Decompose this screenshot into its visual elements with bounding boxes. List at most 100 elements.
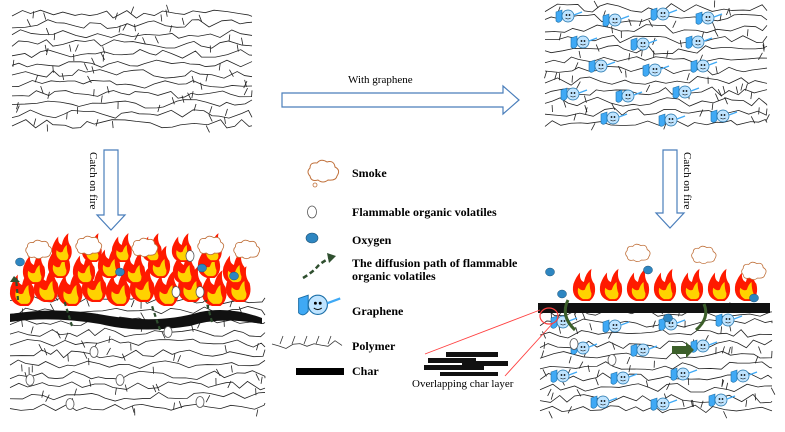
flame bbox=[201, 270, 227, 306]
polymer-branch bbox=[554, 72, 558, 80]
polymer-branch bbox=[762, 44, 765, 52]
graphene-eye bbox=[580, 346, 583, 348]
polymer-chain bbox=[539, 350, 773, 360]
graphene-eye bbox=[743, 374, 746, 376]
graphene-eye bbox=[565, 14, 568, 16]
diffusion-head bbox=[10, 276, 20, 282]
graphene-eye bbox=[663, 402, 666, 404]
graphene-tail bbox=[748, 371, 758, 376]
graphene-eye bbox=[708, 16, 711, 18]
graphene-face bbox=[736, 369, 750, 383]
graphene-shield bbox=[602, 319, 610, 333]
graphene-tail bbox=[620, 321, 630, 326]
polymer-branch bbox=[584, 95, 587, 103]
polymer-branch bbox=[160, 14, 163, 22]
graphene-mouth bbox=[700, 347, 706, 350]
polymer-branch bbox=[700, 400, 704, 408]
graphene-mouth bbox=[660, 15, 666, 18]
polymer-branch bbox=[590, 123, 596, 131]
polymer-chain bbox=[11, 49, 253, 59]
graphene-face bbox=[716, 109, 730, 123]
polymer-branch bbox=[723, 411, 728, 419]
polymer-branch bbox=[45, 394, 50, 402]
graphene-sheet bbox=[602, 13, 630, 27]
smoke-puff bbox=[233, 239, 261, 260]
graphene-sheet bbox=[650, 397, 678, 411]
right-catch-fire-label: Catch on fire bbox=[681, 152, 693, 210]
graphene-tail bbox=[628, 373, 638, 378]
polymer-branch bbox=[711, 103, 714, 111]
graphene-eye bbox=[628, 94, 631, 96]
polymer-chain bbox=[9, 370, 266, 380]
graphene-tail bbox=[668, 9, 678, 14]
graphene-shield bbox=[630, 343, 638, 357]
graphene-eye bbox=[698, 40, 701, 42]
flame-inner bbox=[631, 282, 646, 300]
graphene-mouth bbox=[620, 379, 626, 382]
graphene-eye bbox=[685, 90, 688, 92]
polymer-chain bbox=[11, 119, 253, 129]
flame-inner bbox=[39, 281, 55, 300]
legend-volatile-icon bbox=[307, 205, 317, 219]
graphene-face bbox=[616, 371, 630, 385]
flame-inner bbox=[577, 282, 592, 300]
polymer-branch bbox=[16, 102, 19, 110]
graphene-shield bbox=[658, 113, 666, 127]
polymer-branch bbox=[714, 29, 719, 37]
graphene-mouth bbox=[600, 403, 606, 406]
polymer-branch bbox=[728, 346, 731, 355]
graphene-face bbox=[636, 343, 650, 357]
graphene-shield bbox=[642, 63, 650, 77]
polymer-chain bbox=[544, 117, 768, 127]
polymer-chain bbox=[9, 391, 266, 402]
polymer-branch bbox=[100, 95, 103, 103]
polymer-chain bbox=[9, 316, 266, 327]
diffusion-path bbox=[150, 305, 162, 331]
graphene-sheet bbox=[602, 319, 630, 333]
polymer-branch bbox=[47, 91, 50, 99]
smoke-puff bbox=[625, 243, 651, 262]
polymer-branch bbox=[544, 71, 547, 79]
graphene-face bbox=[676, 367, 690, 381]
volatile bbox=[163, 326, 173, 338]
polymer-branch bbox=[230, 365, 233, 373]
polymer-chain bbox=[11, 9, 253, 19]
graphene-face bbox=[594, 59, 608, 73]
graphene-shield bbox=[600, 111, 608, 125]
graphene-tail bbox=[690, 87, 700, 92]
polymer-chain bbox=[539, 361, 773, 371]
flame bbox=[599, 268, 623, 301]
polymer-branch bbox=[611, 342, 616, 350]
polymer-branch bbox=[715, 93, 719, 101]
overlapping-char-stack bbox=[424, 352, 508, 376]
graphene-sheet bbox=[710, 109, 738, 123]
polymer-branch bbox=[745, 399, 748, 407]
graphene-face bbox=[648, 63, 662, 77]
oxygen bbox=[115, 267, 125, 277]
polymer-branch bbox=[81, 340, 86, 348]
polymer-branch bbox=[106, 347, 111, 356]
polymer-branch bbox=[229, 299, 233, 308]
polymer-branch bbox=[589, 323, 593, 331]
graphene-shield bbox=[602, 13, 610, 27]
graphene-sheet bbox=[690, 339, 718, 353]
polymer-branch bbox=[93, 89, 95, 97]
graphene-eye bbox=[668, 322, 671, 324]
graphene-tail bbox=[568, 371, 578, 376]
polymer-branch bbox=[131, 405, 135, 413]
graphene-eye bbox=[725, 318, 728, 320]
graphene-mouth bbox=[640, 351, 646, 354]
volatile bbox=[569, 338, 579, 350]
graphene-face bbox=[566, 87, 580, 101]
smoke-cloud bbox=[233, 239, 261, 260]
polymer-branch bbox=[576, 81, 581, 89]
polymer-branch bbox=[169, 25, 173, 33]
graphene-tail bbox=[708, 341, 718, 346]
polymer-branch bbox=[699, 109, 704, 117]
graphene-mouth bbox=[740, 377, 746, 380]
graphene-eye bbox=[640, 42, 643, 44]
graphene-sheet bbox=[630, 37, 658, 51]
polymer-branch bbox=[124, 384, 128, 392]
polymer-branch bbox=[728, 8, 731, 16]
graphene-eye bbox=[660, 402, 663, 404]
